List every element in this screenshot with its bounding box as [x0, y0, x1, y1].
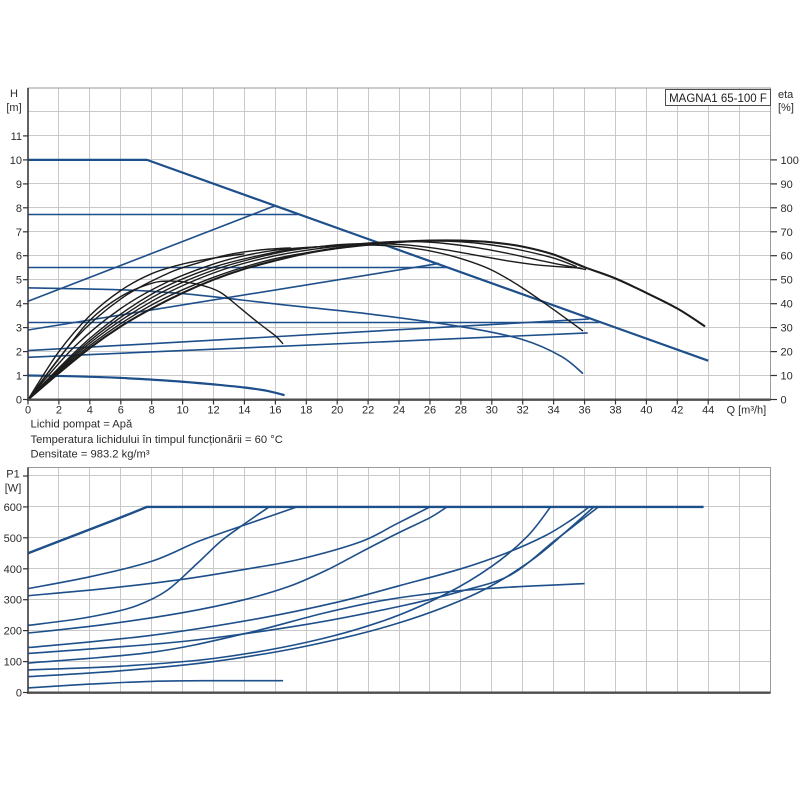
- svg-text:5: 5: [16, 275, 22, 287]
- svg-text:6: 6: [118, 405, 124, 417]
- svg-text:0: 0: [25, 405, 31, 417]
- svg-text:42: 42: [671, 405, 683, 417]
- svg-text:600: 600: [4, 502, 22, 514]
- svg-text:40: 40: [640, 405, 652, 417]
- svg-text:H: H: [10, 88, 18, 100]
- svg-text:500: 500: [4, 533, 22, 545]
- svg-text:0: 0: [16, 688, 22, 700]
- svg-text:[W]: [W]: [5, 483, 22, 495]
- svg-text:28: 28: [455, 405, 467, 417]
- svg-text:6: 6: [16, 251, 22, 263]
- svg-text:36: 36: [578, 405, 590, 417]
- svg-text:300: 300: [4, 595, 22, 607]
- svg-text:MAGNA1 65-100 F: MAGNA1 65-100 F: [669, 93, 767, 105]
- svg-text:8: 8: [16, 203, 22, 215]
- svg-text:11: 11: [11, 131, 22, 143]
- svg-text:22: 22: [362, 405, 374, 417]
- svg-text:40: 40: [781, 299, 793, 311]
- svg-text:44: 44: [702, 405, 714, 417]
- svg-text:9: 9: [16, 179, 22, 191]
- svg-text:400: 400: [4, 564, 22, 576]
- svg-text:4: 4: [87, 405, 93, 417]
- svg-text:eta: eta: [778, 89, 794, 101]
- svg-text:P1: P1: [6, 469, 19, 481]
- svg-text:3: 3: [16, 323, 22, 335]
- svg-text:1: 1: [16, 371, 22, 383]
- svg-text:70: 70: [781, 227, 793, 239]
- svg-text:Densitate = 983.2 kg/m³: Densitate = 983.2 kg/m³: [31, 449, 150, 461]
- svg-text:Lichid pompat = Apă: Lichid pompat = Apă: [31, 419, 133, 431]
- svg-text:10: 10: [10, 155, 22, 167]
- svg-text:60: 60: [781, 251, 793, 263]
- svg-text:0: 0: [781, 395, 787, 407]
- svg-text:[m]: [m]: [6, 102, 21, 114]
- svg-text:100: 100: [781, 155, 799, 167]
- svg-text:8: 8: [149, 405, 155, 417]
- svg-text:16: 16: [269, 405, 281, 417]
- svg-text:26: 26: [424, 405, 436, 417]
- svg-text:30: 30: [486, 405, 498, 417]
- svg-text:30: 30: [781, 323, 793, 335]
- svg-text:2: 2: [56, 405, 62, 417]
- svg-text:50: 50: [781, 275, 793, 287]
- svg-text:18: 18: [300, 405, 312, 417]
- svg-text:4: 4: [16, 299, 22, 311]
- svg-text:20: 20: [331, 405, 343, 417]
- svg-text:Q [m³/h]: Q [m³/h]: [727, 405, 767, 417]
- svg-text:90: 90: [781, 179, 793, 191]
- svg-text:100: 100: [4, 657, 22, 669]
- svg-text:80: 80: [781, 203, 793, 215]
- svg-text:38: 38: [609, 405, 621, 417]
- svg-text:Temperatura lichidului în timp: Temperatura lichidului în timpul funcțio…: [31, 434, 283, 446]
- svg-text:[%]: [%]: [778, 102, 794, 114]
- svg-text:20: 20: [781, 347, 793, 359]
- svg-text:24: 24: [393, 405, 405, 417]
- svg-text:200: 200: [4, 626, 22, 638]
- svg-text:32: 32: [517, 405, 529, 417]
- svg-text:7: 7: [16, 227, 22, 239]
- svg-text:2: 2: [16, 347, 22, 359]
- svg-text:0: 0: [16, 395, 22, 407]
- svg-text:10: 10: [176, 405, 188, 417]
- svg-text:34: 34: [547, 405, 559, 417]
- svg-text:12: 12: [207, 405, 219, 417]
- svg-text:14: 14: [238, 405, 250, 417]
- svg-text:10: 10: [781, 371, 793, 383]
